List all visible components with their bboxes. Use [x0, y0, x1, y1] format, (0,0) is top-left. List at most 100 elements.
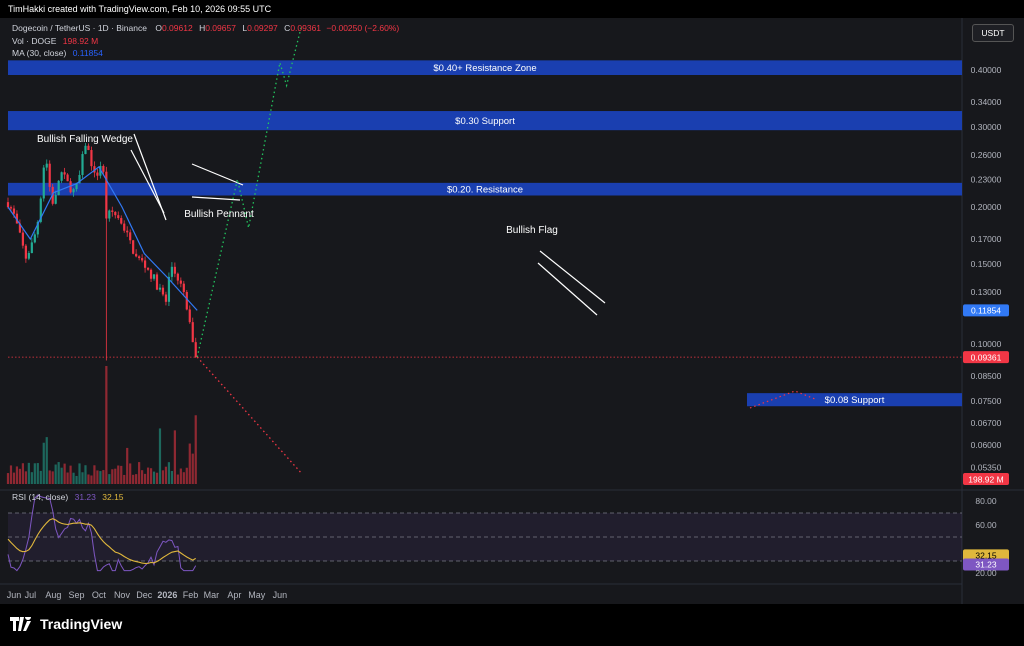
candle-body [105, 171, 108, 219]
volume-bar [93, 465, 96, 484]
legend-volume-row: Vol · DOGE 198.92 M [12, 36, 98, 46]
candle-body [188, 309, 191, 323]
time-tick-label: May [248, 590, 266, 600]
tradingview-logo[interactable]: TradingView [10, 616, 122, 632]
volume-bar [66, 472, 69, 484]
volume-bar [96, 470, 99, 484]
volume-bar [179, 468, 182, 484]
volume-bar [173, 430, 176, 484]
volume-bar [27, 462, 30, 484]
price-tick-label: 0.20000 [971, 202, 1002, 212]
candle-body [63, 172, 66, 175]
candle-body [170, 266, 173, 277]
candle-body [146, 267, 150, 270]
volume-bar [78, 463, 81, 484]
candle-body [30, 242, 33, 254]
candle-body [185, 291, 188, 310]
price-tick-label: 0.06700 [971, 418, 1002, 428]
volume-bar [69, 465, 72, 484]
candle-body [167, 276, 171, 302]
candle-body [6, 202, 10, 208]
volume-bar [63, 463, 66, 484]
volume-bar [12, 472, 16, 484]
rsi-badge [963, 558, 1009, 571]
flag-label: Bullish Flag [506, 225, 558, 236]
price-tick-label: 0.26000 [971, 150, 1002, 160]
rsi-pane [7, 494, 962, 572]
price-tick-label: 0.40000 [971, 65, 1002, 75]
candle-body [114, 211, 117, 216]
candle-body [84, 145, 87, 155]
ohlc-open-label: O [155, 23, 162, 33]
volume-bar [152, 471, 156, 484]
candle-body [24, 245, 27, 259]
candle-body [18, 223, 22, 233]
candle-body [69, 181, 72, 193]
candle-body [75, 183, 78, 190]
volume-bar [9, 465, 13, 484]
volume-axis-badge [963, 473, 1009, 485]
rsi-line [7, 494, 197, 572]
candle-body [111, 210, 114, 212]
volume-value: 198.92 M [62, 36, 99, 46]
volume-bar [114, 468, 117, 484]
time-tick-label: Aug [45, 590, 61, 600]
zone-band [8, 182, 962, 196]
volume-bar [21, 463, 24, 484]
time-tick-label: Oct [92, 590, 107, 600]
volume-bar [129, 463, 132, 484]
volume-bar [6, 473, 10, 484]
symbol-name: Dogecoin / TetherUS · 1D · Binance [12, 23, 147, 33]
time-tick-label: Jun [273, 590, 288, 600]
price-tick-label: 0.08500 [971, 371, 1002, 381]
candle-body [126, 230, 129, 233]
candle-body [27, 253, 30, 259]
legend-ma-row: MA (30, close) 0.11854 [12, 48, 103, 58]
price-tick-label: 0.15000 [971, 259, 1002, 269]
ohlc-low: 0.09297 [247, 23, 278, 33]
volume-bar [126, 447, 129, 484]
volume-bar [176, 474, 179, 484]
legend-symbol-row: Dogecoin / TetherUS · 1D · Binance O 0.09… [12, 23, 399, 33]
candle-body [12, 208, 16, 214]
volume-bar [33, 463, 36, 484]
annotations: Bullish Falling Wedge Bullish Pennant Bull… [37, 134, 558, 236]
rsi-value: 31.23 [74, 492, 96, 502]
volume-bar [120, 465, 123, 484]
candle-body [161, 287, 165, 295]
brand-name: TradingView [40, 616, 123, 632]
volume-bar [182, 472, 185, 484]
volume-bar [54, 464, 57, 484]
candle-body [90, 150, 93, 167]
volume-bar [15, 466, 19, 484]
wedge-label: Bullish Falling Wedge [37, 134, 133, 145]
candles [6, 143, 197, 361]
zone-label: $0.08 Support [825, 395, 885, 406]
volume-bar [42, 442, 45, 484]
tradingview-logo-icon [10, 617, 31, 631]
chart-area[interactable]: $0.40+ Resistance Zone $0.30 Support $0.20… [0, 18, 1024, 604]
time-tick-label: Mar [204, 590, 220, 600]
time-tick-label: Nov [114, 590, 131, 600]
ma-value: 0.11854 [72, 48, 103, 58]
ma-label: MA (30, close) [12, 48, 67, 58]
currency-button[interactable]: USDT [972, 24, 1014, 42]
rsi-tick-label: 80.00 [975, 496, 997, 506]
rsi-ma-value: 32.15 [102, 492, 124, 502]
time-tick-label: Apr [227, 590, 241, 600]
volume-bar [90, 475, 93, 484]
volume-bar [191, 453, 194, 484]
time-tick-label: Feb [183, 590, 199, 600]
volume-bar [188, 443, 191, 484]
candle-body [96, 172, 99, 176]
price-tick-label: 0.07500 [971, 396, 1002, 406]
volume-bar [81, 472, 84, 484]
candle-body [36, 221, 39, 235]
price-chart-svg[interactable]: $0.40+ Resistance Zone $0.30 Support $0.20… [0, 18, 1024, 604]
volume-bar [111, 469, 114, 484]
candle-body [141, 258, 144, 261]
volume-bar [155, 472, 159, 484]
last-price-label: 0.09361 [971, 352, 1002, 362]
zone-label: $0.40+ Resistance Zone [433, 63, 536, 74]
